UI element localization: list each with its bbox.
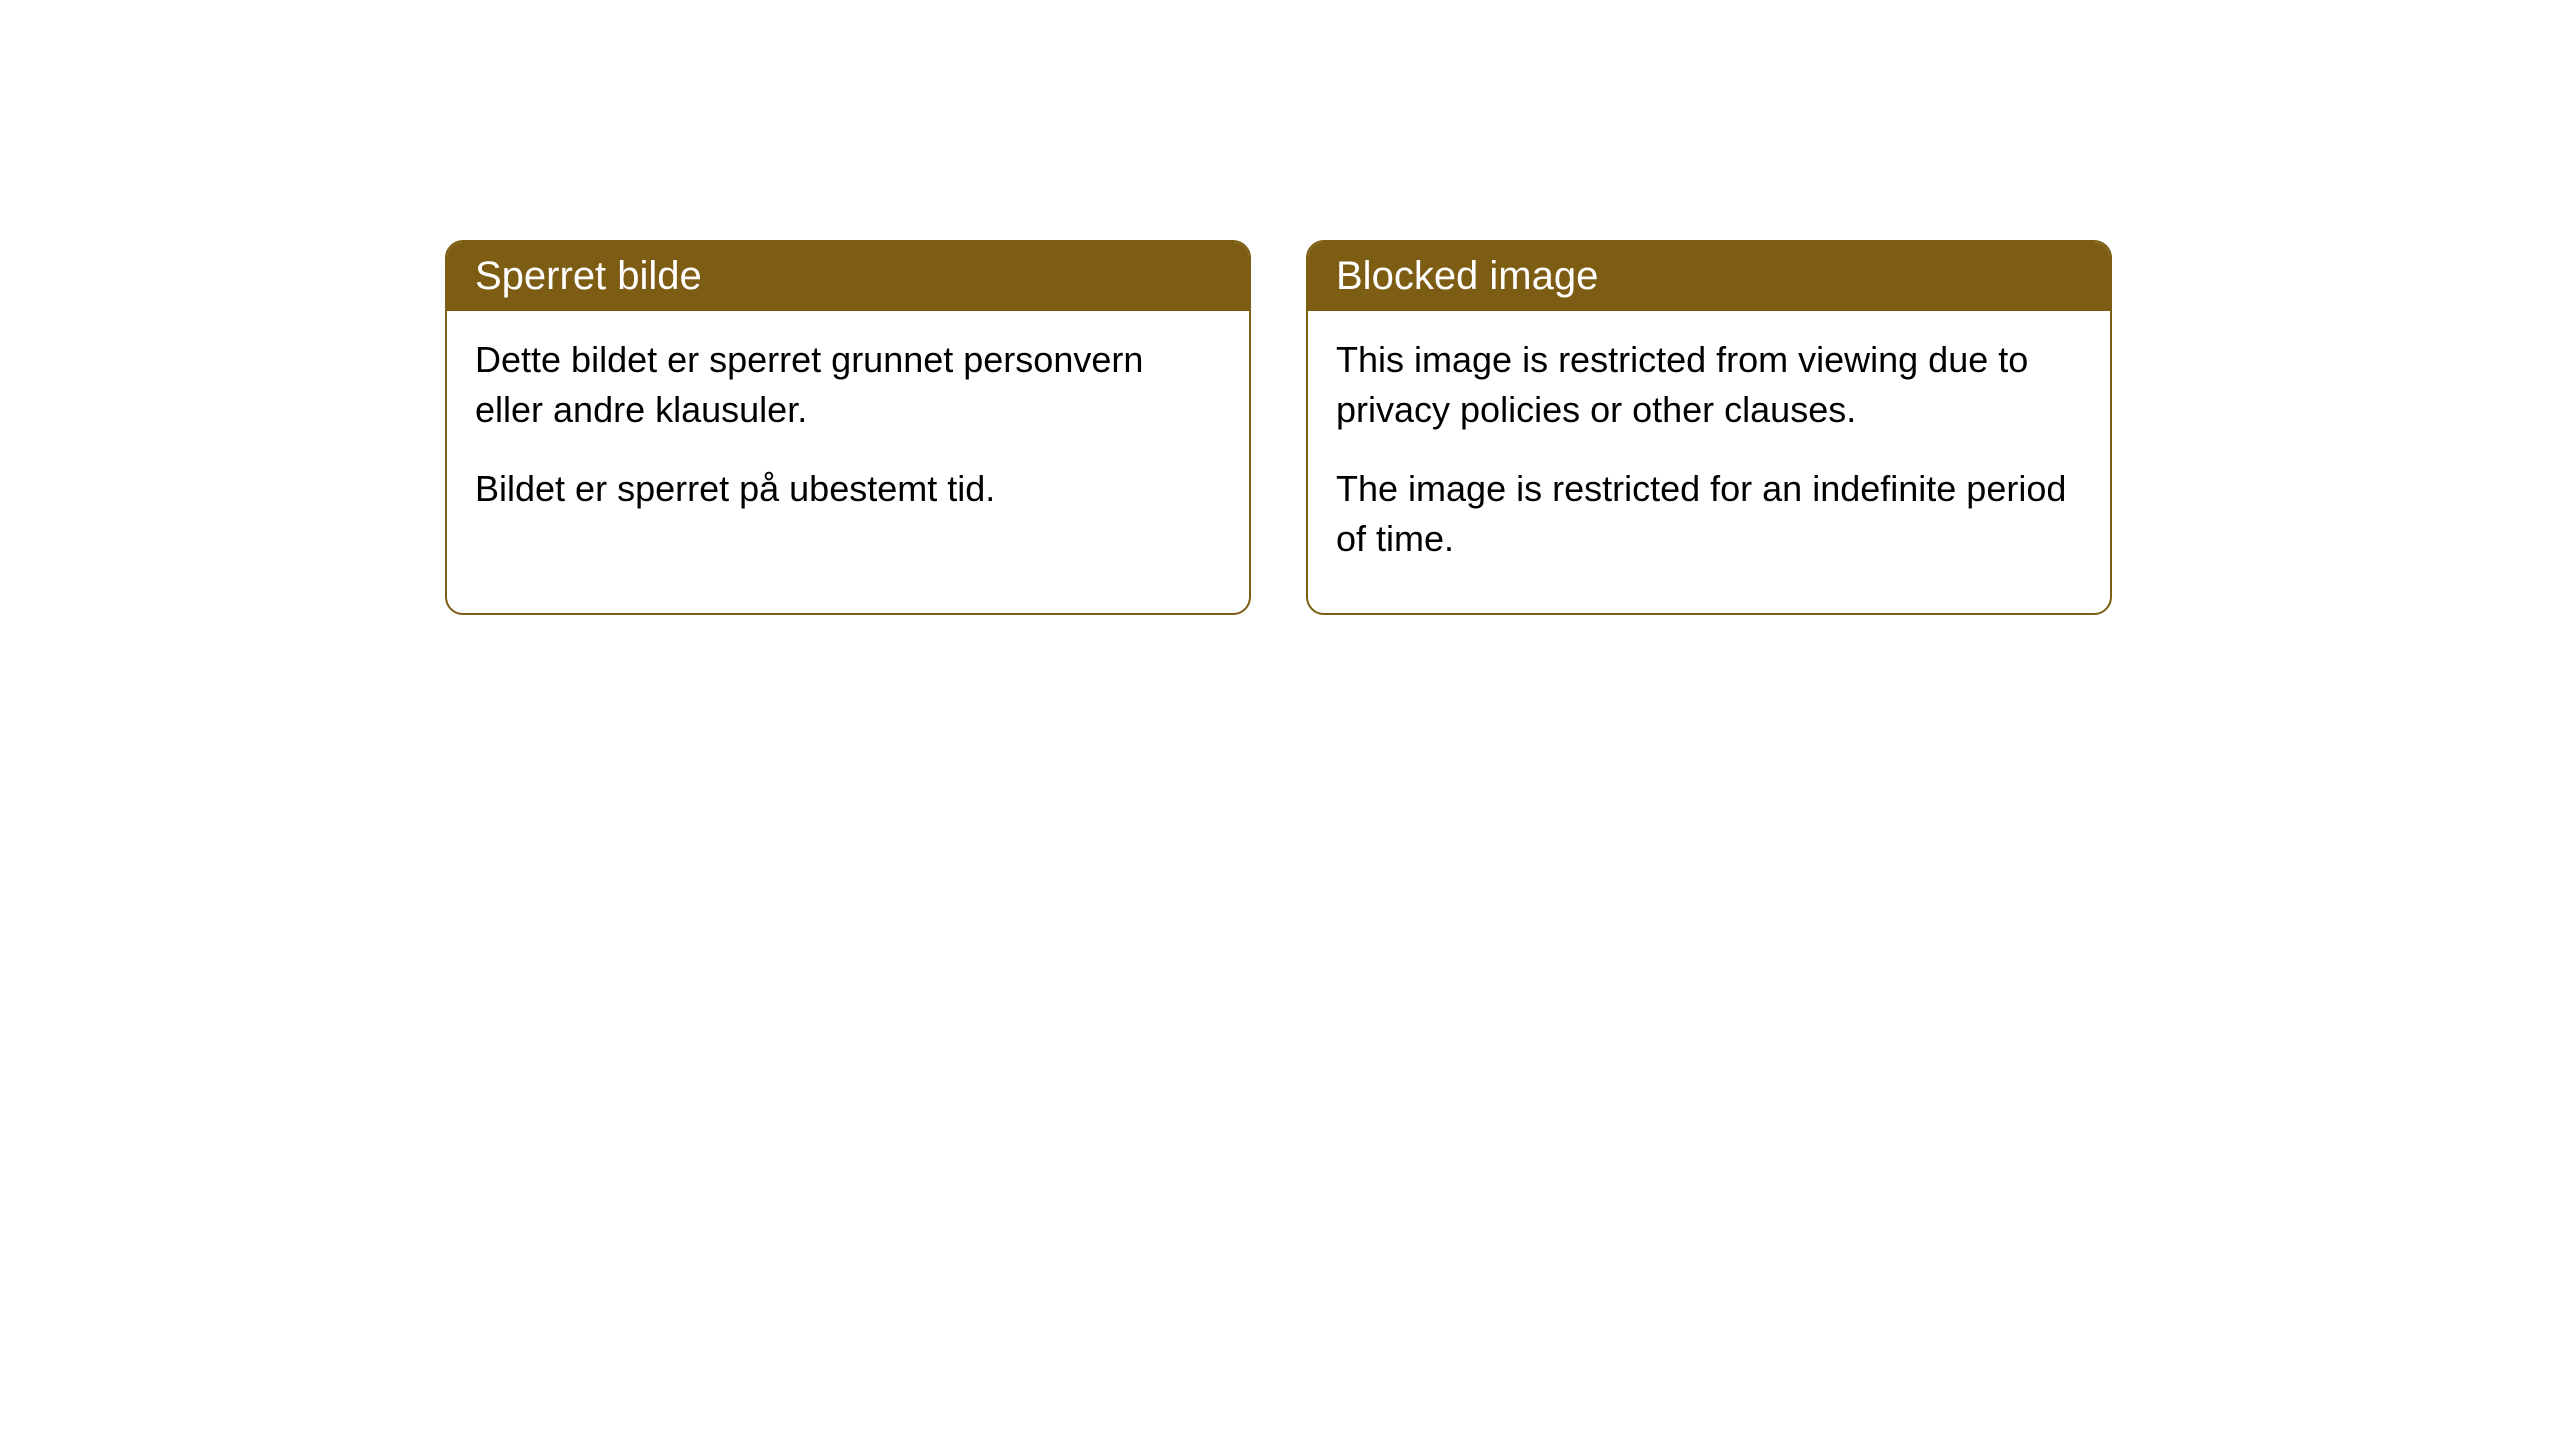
card-header-no: Sperret bilde	[447, 242, 1249, 311]
card-title-no: Sperret bilde	[475, 254, 702, 298]
card-header-en: Blocked image	[1308, 242, 2110, 311]
cards-container: Sperret bilde Dette bildet er sperret gr…	[445, 240, 2112, 615]
card-body-en: This image is restricted from viewing du…	[1308, 311, 2110, 613]
card-para1-en: This image is restricted from viewing du…	[1336, 335, 2082, 436]
blocked-image-card-no: Sperret bilde Dette bildet er sperret gr…	[445, 240, 1251, 615]
card-para2-no: Bildet er sperret på ubestemt tid.	[475, 464, 1221, 514]
card-body-no: Dette bildet er sperret grunnet personve…	[447, 311, 1249, 562]
card-title-en: Blocked image	[1336, 254, 1598, 298]
blocked-image-card-en: Blocked image This image is restricted f…	[1306, 240, 2112, 615]
card-para1-no: Dette bildet er sperret grunnet personve…	[475, 335, 1221, 436]
card-para2-en: The image is restricted for an indefinit…	[1336, 464, 2082, 565]
